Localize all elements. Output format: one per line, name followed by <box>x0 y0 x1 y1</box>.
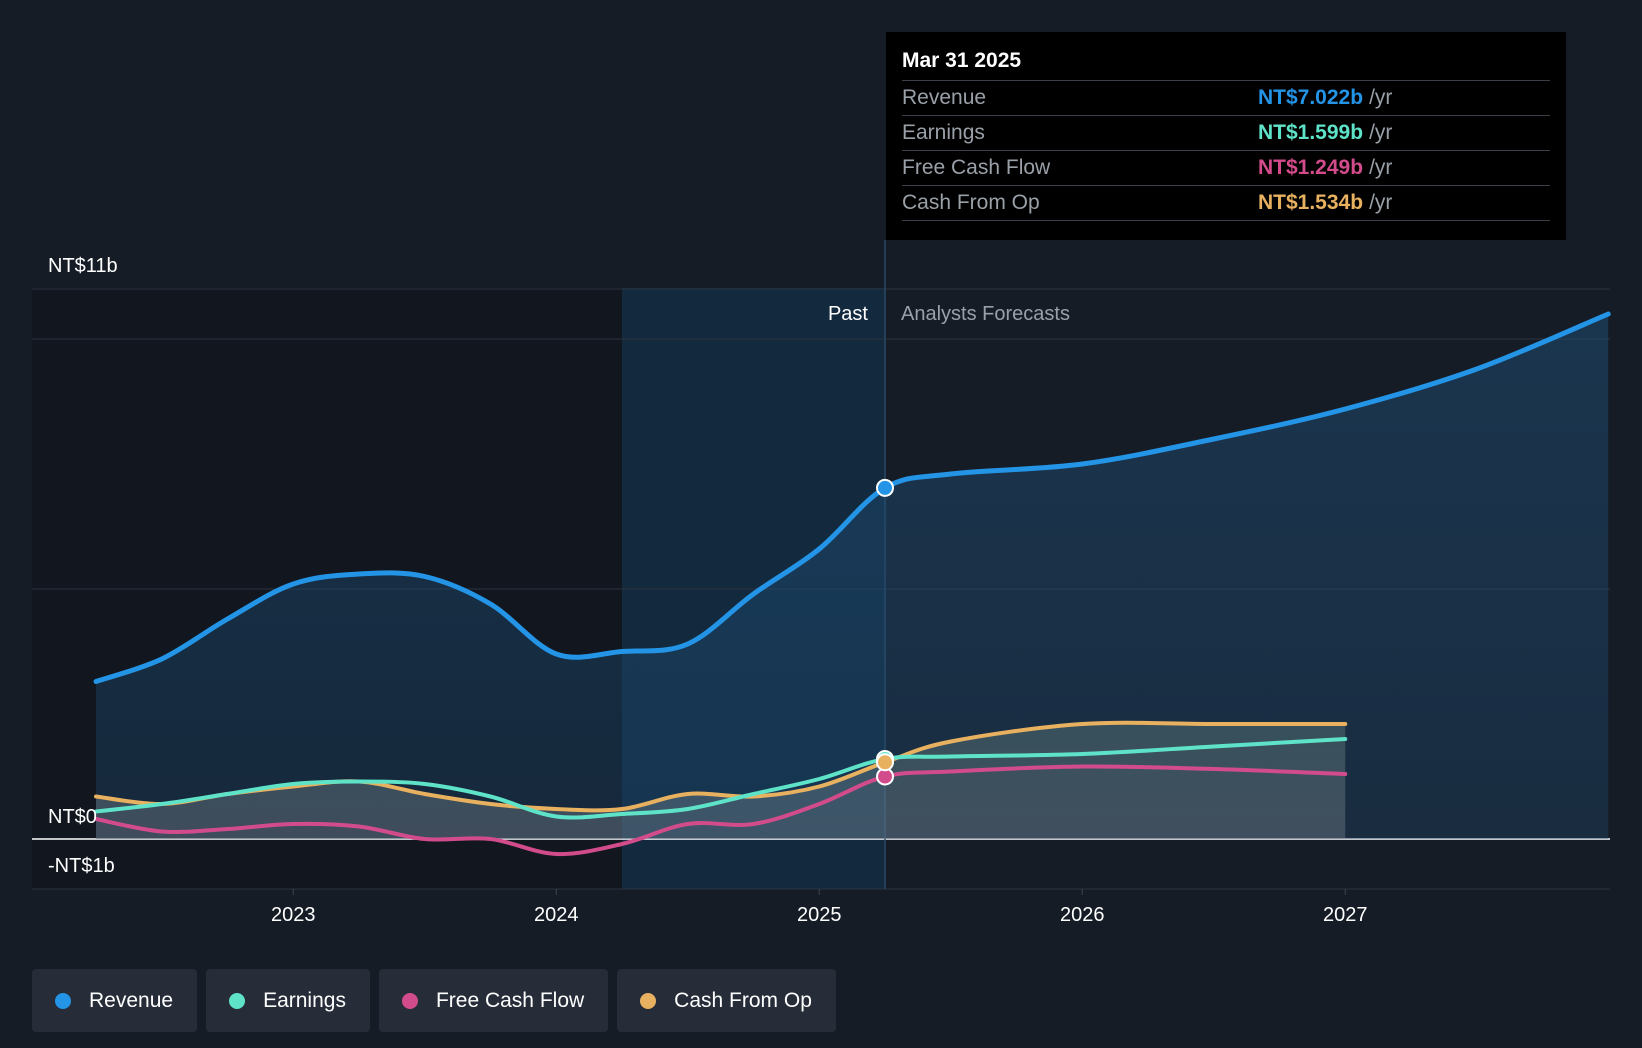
x-tick-label: 2025 <box>797 904 842 926</box>
x-tick-label: 2024 <box>534 904 579 926</box>
x-tick-label: 2023 <box>271 904 316 926</box>
past-label: Past <box>828 303 868 325</box>
cash-flow-area <box>96 722 1346 839</box>
earnings-line <box>94 737 1348 820</box>
free-cash-flow-line <box>94 764 1348 857</box>
tooltip-label: Revenue <box>902 86 987 109</box>
tooltip-label: Free Cash Flow <box>902 156 1051 179</box>
tooltip-row-cash-from-op: Cash From Op NT$1.534b /yr <box>902 186 1550 221</box>
tooltip-value: NT$1.599b <box>1258 121 1364 144</box>
tooltip-unit: /yr <box>1369 191 1393 214</box>
tooltip-row-revenue: Revenue NT$7.022b /yr <box>902 81 1550 116</box>
cash-from-op-line <box>94 720 1348 813</box>
revenue-line <box>93 311 1611 684</box>
tooltip-row-earnings: Earnings NT$1.599b /yr <box>902 116 1550 151</box>
legend-item-earnings[interactable]: Earnings <box>206 969 370 1032</box>
tooltip-row-free-cash-flow: Free Cash Flow NT$1.249b /yr <box>902 151 1550 186</box>
tooltip-date: Mar 31 2025 <box>902 46 1550 81</box>
y-label-min: -NT$1b <box>48 855 115 877</box>
legend: Revenue Earnings Free Cash Flow Cash Fro… <box>32 969 836 1032</box>
legend-dot-icon <box>55 992 71 1009</box>
tooltip-unit: /yr <box>1369 86 1393 109</box>
tooltip-value: NT$7.022b <box>1258 86 1364 109</box>
tooltip-value: NT$1.534b <box>1258 191 1364 214</box>
legend-item-free-cash-flow[interactable]: Free Cash Flow <box>378 969 609 1032</box>
tooltip-label: Cash From Op <box>902 191 1040 214</box>
x-tick-label: 2027 <box>1323 904 1368 926</box>
legend-dot-icon <box>229 992 246 1009</box>
legend-label: Free Cash Flow <box>435 988 585 1012</box>
legend-item-revenue[interactable]: Revenue <box>32 969 198 1032</box>
legend-dot-icon <box>640 992 657 1009</box>
legend-label: Revenue <box>89 988 174 1012</box>
forecast-label: Analysts Forecasts <box>901 303 1070 325</box>
legend-dot-icon <box>401 992 418 1009</box>
y-label-max: NT$11b <box>48 255 118 277</box>
y-label-zero: NT$0 <box>48 806 97 828</box>
legend-label: Earnings <box>263 988 346 1012</box>
tooltip-unit: /yr <box>1369 156 1393 179</box>
cash-from-op-marker <box>876 753 894 772</box>
revenue-marker <box>876 478 894 497</box>
tooltip-label: Earnings <box>902 121 985 144</box>
x-tick-label: 2026 <box>1060 904 1105 926</box>
legend-label: Cash From Op <box>674 988 812 1012</box>
tooltip-unit: /yr <box>1369 121 1393 144</box>
revenue-area <box>96 314 1609 839</box>
tooltip: Mar 31 2025 Revenue NT$7.022b /yr Earnin… <box>886 32 1566 240</box>
tooltip-value: NT$1.249b <box>1258 156 1364 179</box>
legend-item-cash-from-op[interactable]: Cash From Op <box>617 969 836 1032</box>
